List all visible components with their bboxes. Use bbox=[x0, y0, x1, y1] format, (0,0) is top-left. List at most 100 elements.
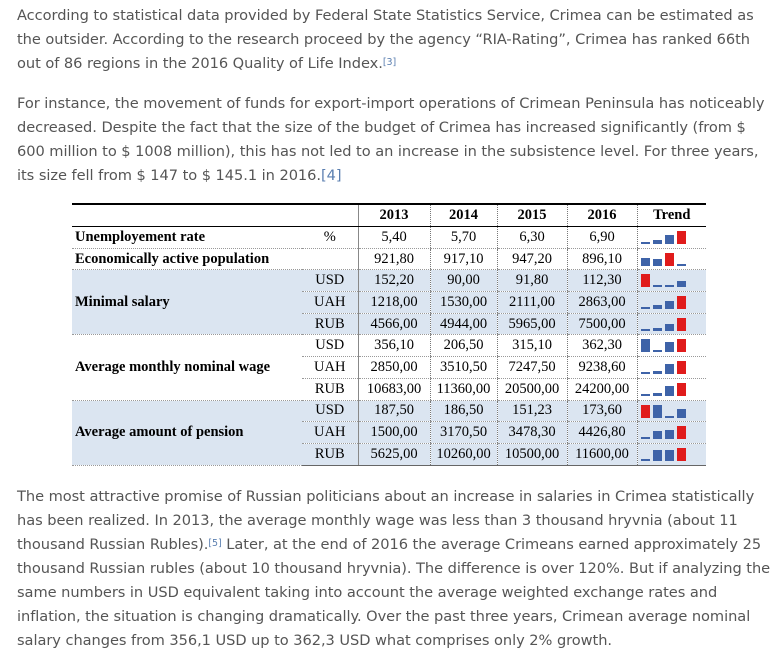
reference-link-5[interactable]: [5] bbox=[208, 538, 222, 549]
table-row: RUB 10683,00 11360,00 20500,00 24200,00 bbox=[72, 378, 706, 401]
statistics-table-wrapper: 2013 2014 2015 2016 Trend Unemployement … bbox=[72, 203, 706, 466]
trend-bar bbox=[652, 305, 662, 310]
paragraph-text: The most attractive promise of Russian p… bbox=[17, 488, 755, 553]
trend-cell bbox=[636, 356, 706, 379]
value-cell: 11600,00 bbox=[566, 443, 637, 466]
value-cell: 2111,00 bbox=[496, 291, 567, 314]
trend-bar bbox=[664, 285, 674, 288]
trend-cell bbox=[636, 400, 706, 423]
trend-cell bbox=[636, 269, 706, 293]
trend-bar bbox=[676, 382, 686, 396]
paragraph-text: According to statistical data provided b… bbox=[17, 7, 754, 72]
header-year-2016: 2016 bbox=[566, 203, 637, 227]
value-cell: 896,10 bbox=[566, 248, 637, 271]
trend-bar bbox=[664, 252, 674, 266]
trend-bar bbox=[640, 307, 650, 310]
value-cell: 151,23 bbox=[496, 400, 567, 423]
trend-sparkline-icon bbox=[640, 382, 686, 396]
table-row: RUB 4566,00 4944,00 5965,00 7500,00 bbox=[72, 313, 706, 336]
value-cell: 4426,80 bbox=[566, 421, 637, 444]
trend-bar bbox=[676, 339, 686, 353]
trend-bar bbox=[664, 323, 674, 331]
row-label: Average monthly nominal wage bbox=[72, 334, 302, 401]
value-cell: 356,10 bbox=[357, 334, 430, 358]
trend-bar bbox=[640, 404, 650, 418]
value-cell: 362,30 bbox=[566, 334, 637, 358]
row-label: Minimal salary bbox=[72, 269, 302, 336]
trend-bar bbox=[664, 449, 674, 461]
value-cell: 112,30 bbox=[566, 269, 637, 293]
value-cell: 20500,00 bbox=[496, 378, 567, 401]
value-cell: 1218,00 bbox=[357, 291, 430, 314]
value-cell: 173,60 bbox=[566, 400, 637, 423]
trend-cell bbox=[636, 226, 706, 249]
value-cell: 4944,00 bbox=[429, 313, 497, 336]
row-unit: RUB bbox=[302, 313, 358, 336]
reference-link-4[interactable]: [4] bbox=[321, 167, 342, 184]
value-cell: 186,50 bbox=[429, 400, 497, 423]
trend-sparkline-icon bbox=[640, 231, 686, 245]
table-row: UAH 2850,00 3510,50 7247,50 9238,60 bbox=[72, 356, 706, 379]
statistics-table: 2013 2014 2015 2016 Trend Unemployement … bbox=[72, 203, 706, 466]
trend-bar bbox=[652, 327, 662, 331]
row-unit: % bbox=[302, 226, 358, 249]
trend-bar bbox=[652, 392, 662, 396]
trend-bar bbox=[676, 361, 686, 375]
row-unit bbox=[302, 248, 358, 271]
reference-link-3[interactable]: [3] bbox=[382, 57, 397, 68]
trend-cell bbox=[636, 313, 706, 336]
table-row: Average monthly nominal wage USD 356,10 206… bbox=[72, 334, 706, 401]
row-label: Average amount of pension bbox=[72, 400, 302, 466]
header-year-2013: 2013 bbox=[357, 203, 430, 227]
trend-cell bbox=[636, 291, 706, 314]
value-cell: 5625,00 bbox=[357, 443, 430, 466]
trend-bar bbox=[652, 431, 662, 440]
trend-bar bbox=[640, 242, 650, 245]
table-row: RUB 5625,00 10260,00 10500,00 11600,00 bbox=[72, 443, 706, 466]
trend-cell bbox=[636, 421, 706, 444]
trend-bar bbox=[652, 449, 662, 461]
trend-bar bbox=[640, 437, 650, 440]
trend-bar bbox=[640, 339, 650, 353]
trend-bar bbox=[640, 393, 650, 396]
trend-bar bbox=[676, 317, 686, 331]
trend-bar bbox=[676, 447, 686, 461]
trend-cell bbox=[636, 334, 706, 358]
trend-bar bbox=[664, 385, 674, 396]
trend-bar bbox=[676, 296, 686, 310]
table-row: Unemployement rate% 5,40 5,70 6,30 6,90 bbox=[72, 226, 706, 249]
trend-bar bbox=[664, 301, 674, 310]
header-trend: Trend bbox=[636, 203, 706, 227]
value-cell: 917,10 bbox=[429, 248, 497, 271]
value-cell: 9238,60 bbox=[566, 356, 637, 379]
row-unit: UAH bbox=[302, 291, 358, 314]
value-cell: 1530,00 bbox=[429, 291, 497, 314]
value-cell: 2863,00 bbox=[566, 291, 637, 314]
value-cell: 5,70 bbox=[429, 226, 497, 249]
trend-bar bbox=[664, 342, 674, 353]
trend-bar bbox=[640, 328, 650, 331]
trend-bar bbox=[664, 235, 674, 245]
row-unit: USD bbox=[302, 269, 358, 293]
value-cell: 90,00 bbox=[429, 269, 497, 293]
trend-cell bbox=[636, 443, 706, 466]
value-cell: 3170,50 bbox=[429, 421, 497, 444]
trend-bar bbox=[676, 281, 686, 288]
trend-bar bbox=[652, 350, 662, 353]
value-cell: 6,90 bbox=[566, 226, 637, 249]
row-unit: USD bbox=[302, 400, 358, 423]
trend-bar bbox=[652, 371, 662, 375]
trend-bar bbox=[640, 372, 650, 375]
value-cell: 11360,00 bbox=[429, 378, 497, 401]
row-label: Unemployement rate bbox=[72, 226, 302, 249]
trend-cell bbox=[636, 248, 706, 271]
trend-sparkline-icon bbox=[640, 361, 686, 375]
trend-bar bbox=[640, 257, 650, 266]
value-cell: 5965,00 bbox=[496, 313, 567, 336]
value-cell: 3510,50 bbox=[429, 356, 497, 379]
trend-bar bbox=[676, 231, 686, 245]
row-unit: USD bbox=[302, 334, 358, 358]
trend-bar bbox=[676, 408, 686, 418]
value-cell: 6,30 bbox=[496, 226, 567, 249]
